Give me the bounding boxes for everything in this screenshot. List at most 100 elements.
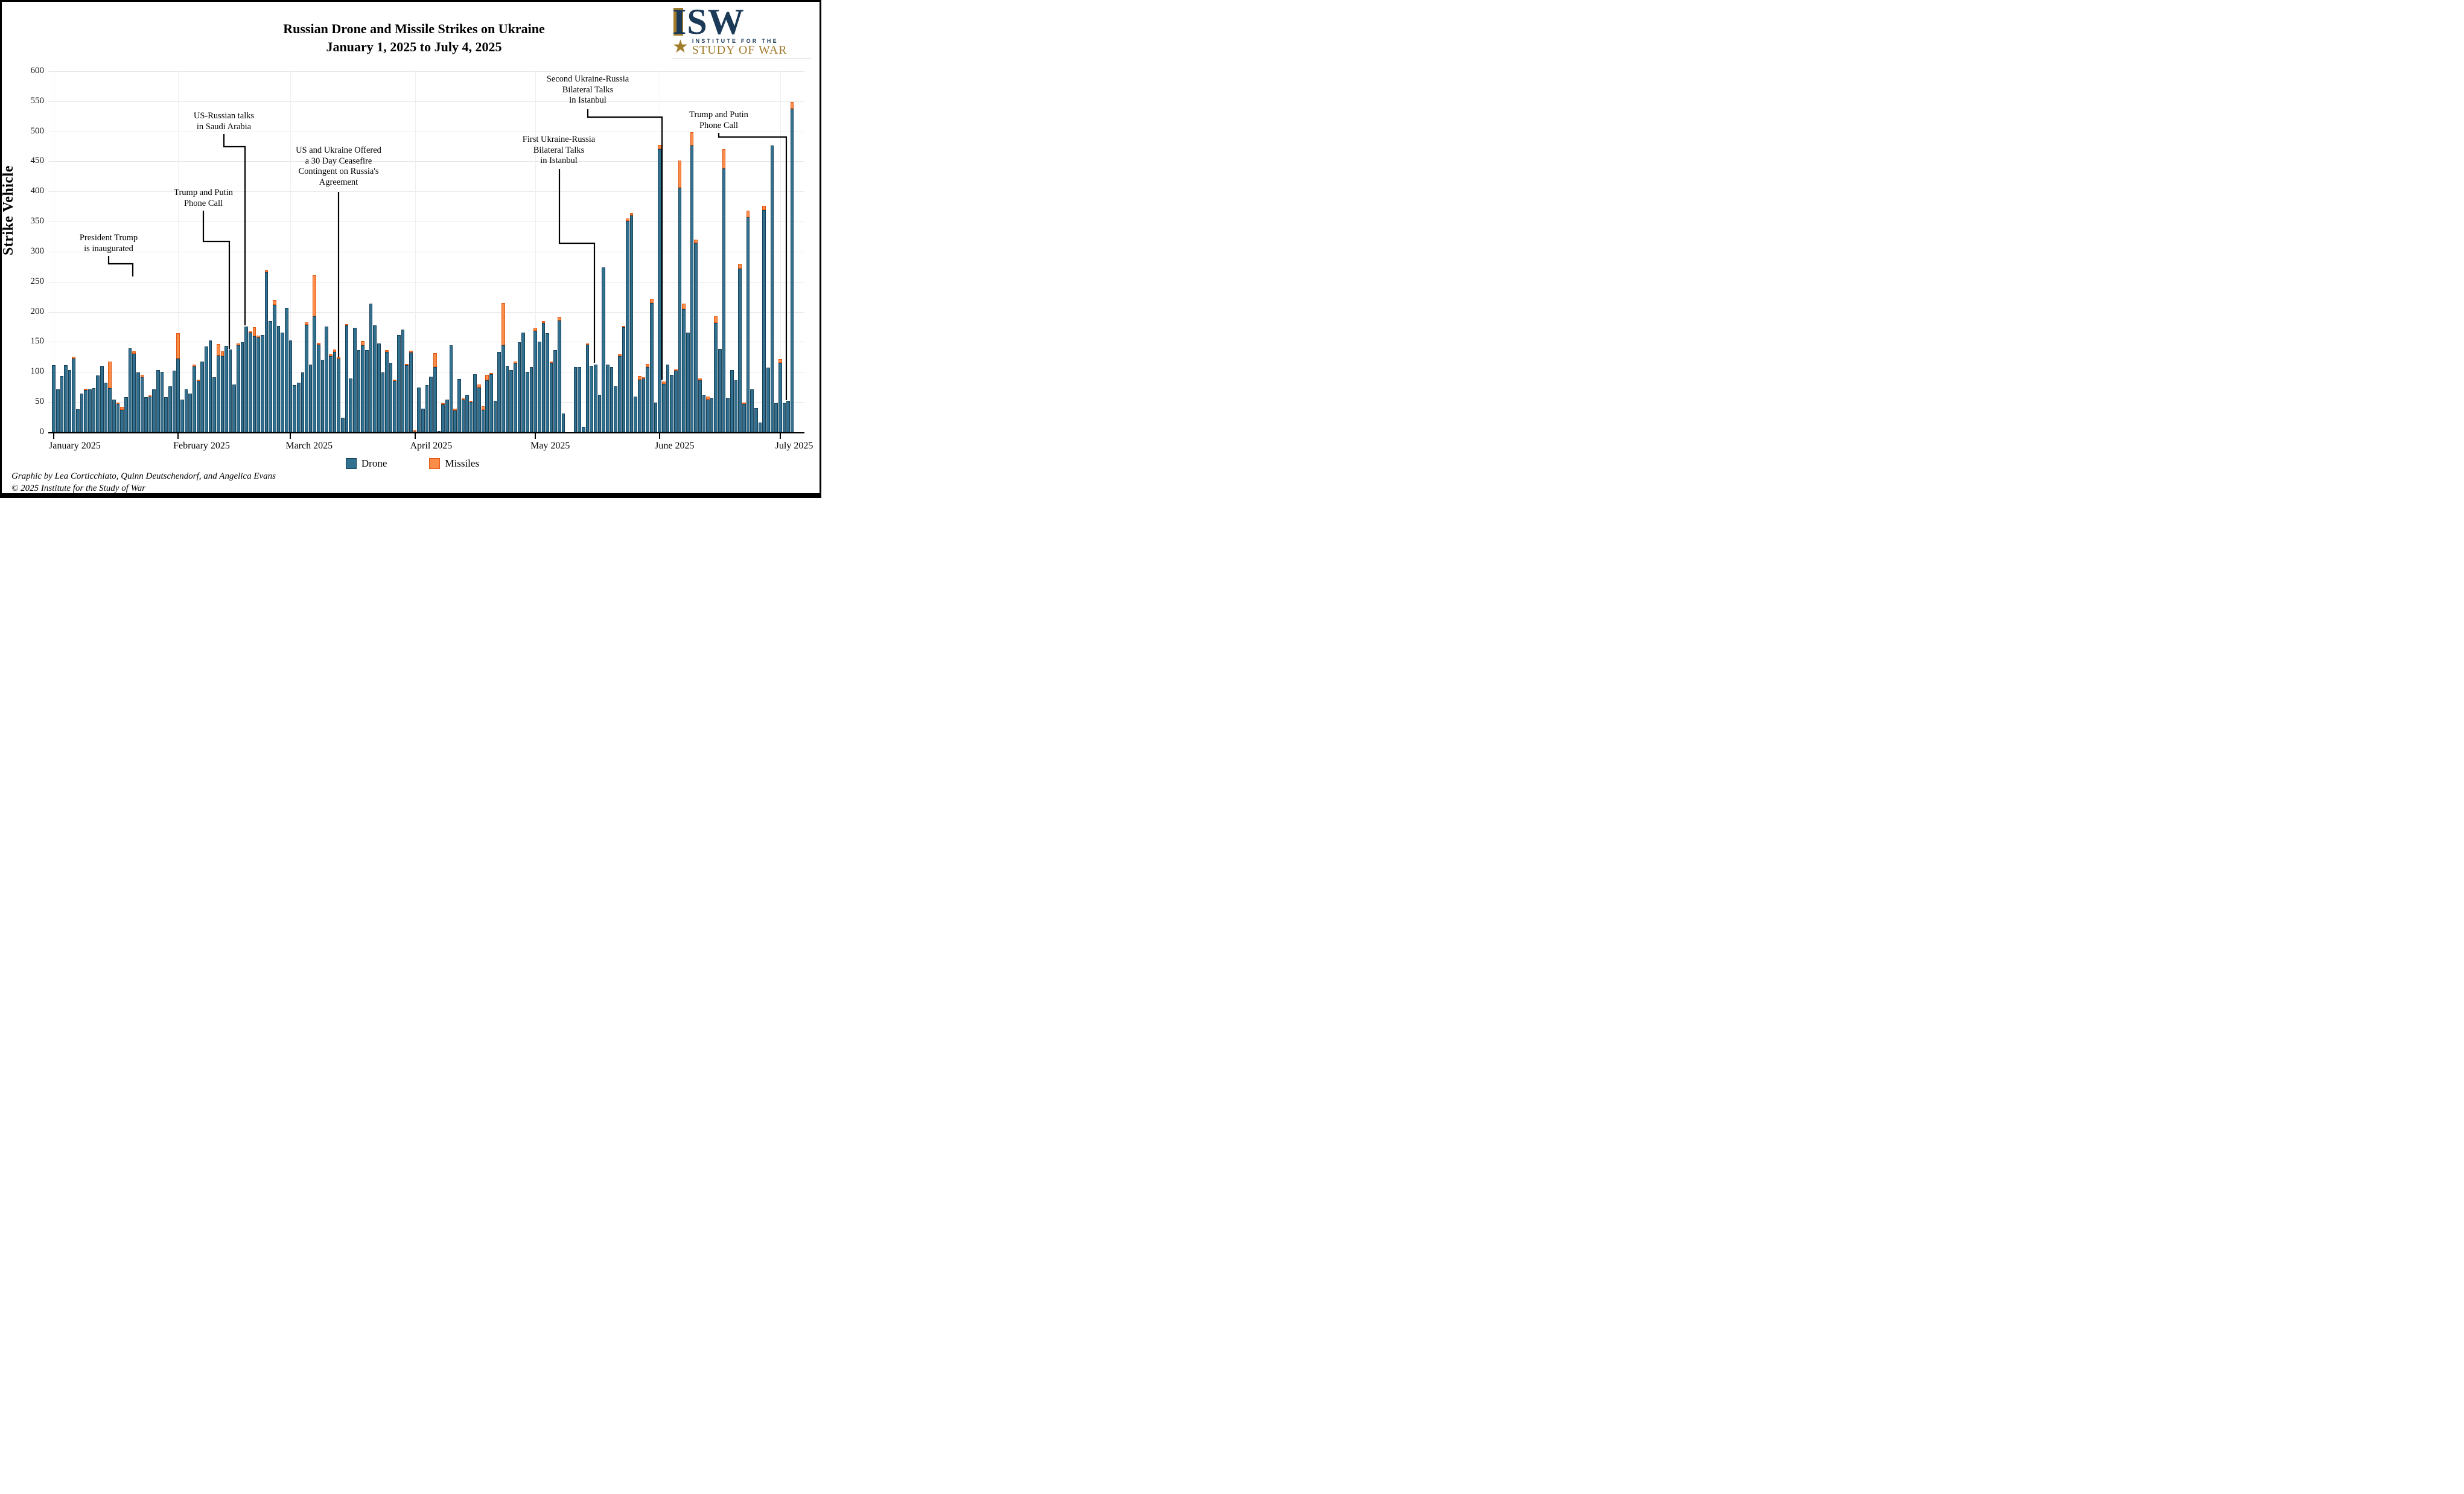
drone-bar [710,398,714,432]
missile-bar [513,362,517,364]
missile-bar [489,373,493,375]
drone-bar [501,345,505,432]
drone-bar [469,402,473,432]
drone-bar [329,356,333,432]
drone-bar [485,380,489,432]
missile-bar [196,380,200,381]
drone-bar [284,307,288,432]
missile-bar [237,343,240,346]
drone-bar [333,352,337,432]
missile-bar [409,351,413,353]
drone-bar [489,374,493,432]
drone-bar [373,325,377,432]
drone-bar [204,346,208,432]
drone-label: Drone [361,458,387,469]
drone-bar [188,394,192,432]
drone-bar [317,345,320,432]
drone-bar [702,395,706,432]
drone-bar [261,334,264,432]
drone-bar [228,350,232,432]
missile-bar [272,299,276,305]
drone-bar [790,108,794,432]
missile-bar [698,378,702,381]
drone-bar [682,308,686,432]
annotation-second-istanbul: Second Ukraine-Russia Bilateral Talks in… [546,74,629,105]
drone-bar [176,359,180,432]
drone-bar [441,404,445,432]
logo-gold-bar [673,8,683,36]
drone-bar [293,385,296,432]
drone-bar [678,188,682,432]
missile-bar [682,303,686,309]
missile-bar [746,211,750,218]
drone-bar [558,320,561,432]
y-axis-title: Strike Vehicle [1,165,16,255]
drone-bar [425,385,429,432]
drone-bar [417,388,421,432]
drone-bar [706,400,710,432]
drone-bar [445,400,449,432]
drone-bar [590,366,593,432]
missile-bar [361,341,365,346]
drone-bar [641,378,646,432]
drone-bar [617,356,622,432]
missiles-label: Missiles [445,458,480,469]
drone-bar [52,365,56,432]
missile-bar [673,369,678,371]
drone-bar [509,370,513,432]
drone-bar [144,397,148,432]
drone-bar [673,371,678,432]
missile-bar [252,327,256,336]
drone-bar [726,398,730,432]
drone-bar [505,366,509,432]
missile-bar [694,240,698,244]
drone-bar [377,343,381,432]
drone-bar [100,366,104,432]
drone-bar [698,380,702,432]
drone-bar [200,362,204,432]
drone-bar [546,333,549,432]
drone-bar [220,356,224,432]
missile-bar [413,430,417,432]
missile-bar [116,403,120,404]
drone-bar [549,363,553,432]
drone-bar [172,371,176,432]
chart-title: Russian Drone and Missile Strikes on Ukr… [283,21,545,36]
logo-line2: STUDY OF WAR [692,43,788,57]
missile-bar [646,364,650,368]
missile-bar [469,401,473,403]
month-label: January 2025 [49,441,101,451]
missile-bar [626,219,629,222]
drone-bar [742,404,746,432]
drone-bar [477,388,481,432]
drone-bar [770,145,774,432]
annotation-ceasefire-offer: US and Ukraine Offered a 30 Day Ceasefir… [296,145,381,187]
drone-bar [602,267,605,432]
missile-bar [108,362,112,389]
drone-bar [112,400,116,432]
drone-bar [393,381,397,432]
drone-bar [212,377,216,432]
missile-bar [441,403,445,405]
drone-bar [148,397,152,432]
missile-bar [706,397,710,400]
drone-bar [184,389,188,432]
missile-bar [337,357,341,359]
missile-bar [662,381,666,385]
drone-bar [244,326,249,432]
missile-bar [461,398,465,400]
drone-bar [449,345,453,432]
drone-bar [433,367,437,432]
drone-bar [124,397,128,432]
drone-bar [252,336,256,432]
missile-bar [405,364,409,366]
missile-bar [176,333,180,359]
drone-bar [614,386,617,432]
drone-bar [578,367,582,432]
drone-bar [686,332,690,432]
drone-bar [168,386,172,432]
drone-bar [369,303,373,432]
drone-bar [754,408,758,432]
month-label: May 2025 [530,441,570,451]
missile-bar [453,409,457,411]
